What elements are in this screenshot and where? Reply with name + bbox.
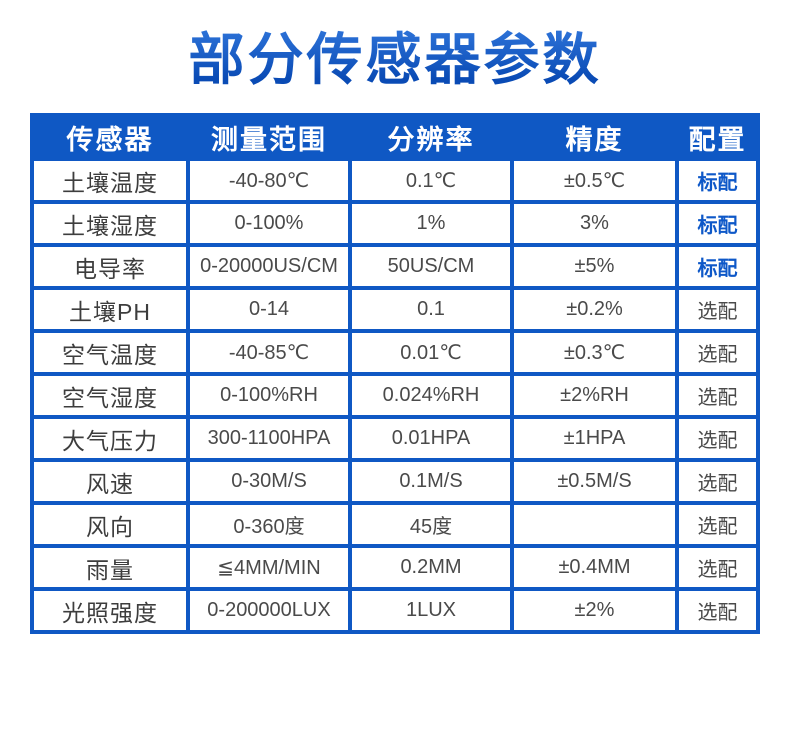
cell-config: 标配 <box>679 161 756 201</box>
header-range: 测量范围 <box>190 117 348 158</box>
cell-config: 选配 <box>679 505 756 545</box>
cell-accuracy: ±0.3℃ <box>514 333 675 373</box>
cell-range: 300-1100HPA <box>190 419 348 459</box>
cell-accuracy: ±0.5℃ <box>514 161 675 201</box>
cell-resolution: 1% <box>352 204 510 244</box>
table-row: 空气温度 -40-85℃ 0.01℃ ±0.3℃ 选配 <box>34 333 756 373</box>
cell-config: 选配 <box>679 462 756 502</box>
cell-resolution: 0.024%RH <box>352 376 510 416</box>
table-body: 土壤温度 -40-80℃ 0.1℃ ±0.5℃ 标配 土壤湿度 0-100% 1… <box>34 161 756 631</box>
cell-sensor: 土壤PH <box>34 290 186 330</box>
table-row: 土壤温度 -40-80℃ 0.1℃ ±0.5℃ 标配 <box>34 161 756 201</box>
cell-resolution: 45度 <box>352 505 510 545</box>
cell-sensor: 土壤湿度 <box>34 204 186 244</box>
cell-range: 0-200000LUX <box>190 591 348 631</box>
cell-sensor: 大气压力 <box>34 419 186 459</box>
cell-accuracy: ±5% <box>514 247 675 287</box>
header-row: 传感器 测量范围 分辨率 精度 配置 <box>34 117 756 158</box>
cell-sensor: 光照强度 <box>34 591 186 631</box>
cell-range: -40-85℃ <box>190 333 348 373</box>
table-row: 土壤PH 0-14 0.1 ±0.2% 选配 <box>34 290 756 330</box>
cell-config: 选配 <box>679 333 756 373</box>
cell-accuracy <box>514 505 675 545</box>
page-title: 部分传感器参数 <box>0 0 790 93</box>
header-resolution: 分辨率 <box>352 117 510 158</box>
cell-sensor: 空气湿度 <box>34 376 186 416</box>
cell-range: -40-80℃ <box>190 161 348 201</box>
cell-sensor: 风向 <box>34 505 186 545</box>
cell-range: 0-360度 <box>190 505 348 545</box>
cell-sensor: 雨量 <box>34 548 186 588</box>
table-row: 雨量 ≦4MM/MIN 0.2MM ±0.4MM 选配 <box>34 548 756 588</box>
cell-config: 标配 <box>679 204 756 244</box>
table-row: 风向 0-360度 45度 选配 <box>34 505 756 545</box>
cell-sensor: 土壤温度 <box>34 161 186 201</box>
cell-resolution: 0.01℃ <box>352 333 510 373</box>
cell-resolution: 0.2MM <box>352 548 510 588</box>
cell-range: 0-14 <box>190 290 348 330</box>
table-row: 土壤湿度 0-100% 1% 3% 标配 <box>34 204 756 244</box>
cell-accuracy: ±0.5M/S <box>514 462 675 502</box>
cell-resolution: 0.1M/S <box>352 462 510 502</box>
cell-accuracy: ±0.2% <box>514 290 675 330</box>
cell-accuracy: ±1HPA <box>514 419 675 459</box>
cell-accuracy: ±2% <box>514 591 675 631</box>
header-accuracy: 精度 <box>514 117 675 158</box>
cell-config: 选配 <box>679 419 756 459</box>
cell-config: 标配 <box>679 247 756 287</box>
cell-config: 选配 <box>679 376 756 416</box>
cell-accuracy: ±0.4MM <box>514 548 675 588</box>
cell-resolution: 1LUX <box>352 591 510 631</box>
cell-range: 0-20000US/CM <box>190 247 348 287</box>
cell-sensor: 空气温度 <box>34 333 186 373</box>
cell-resolution: 50US/CM <box>352 247 510 287</box>
cell-range: 0-100%RH <box>190 376 348 416</box>
table-row: 光照强度 0-200000LUX 1LUX ±2% 选配 <box>34 591 756 631</box>
cell-resolution: 0.01HPA <box>352 419 510 459</box>
cell-accuracy: ±2%RH <box>514 376 675 416</box>
cell-accuracy: 3% <box>514 204 675 244</box>
cell-resolution: 0.1 <box>352 290 510 330</box>
header-sensor: 传感器 <box>34 117 186 158</box>
cell-range: ≦4MM/MIN <box>190 548 348 588</box>
header-config: 配置 <box>679 117 756 158</box>
sensor-spec-table: 传感器 测量范围 分辨率 精度 配置 土壤温度 -40-80℃ 0.1℃ ±0.… <box>30 113 760 635</box>
table-row: 电导率 0-20000US/CM 50US/CM ±5% 标配 <box>34 247 756 287</box>
table-row: 空气湿度 0-100%RH 0.024%RH ±2%RH 选配 <box>34 376 756 416</box>
cell-sensor: 电导率 <box>34 247 186 287</box>
table-row: 大气压力 300-1100HPA 0.01HPA ±1HPA 选配 <box>34 419 756 459</box>
cell-config: 选配 <box>679 591 756 631</box>
cell-config: 选配 <box>679 290 756 330</box>
table-row: 风速 0-30M/S 0.1M/S ±0.5M/S 选配 <box>34 462 756 502</box>
cell-sensor: 风速 <box>34 462 186 502</box>
table-header: 传感器 测量范围 分辨率 精度 配置 <box>34 117 756 158</box>
cell-config: 选配 <box>679 548 756 588</box>
cell-range: 0-100% <box>190 204 348 244</box>
cell-range: 0-30M/S <box>190 462 348 502</box>
cell-resolution: 0.1℃ <box>352 161 510 201</box>
